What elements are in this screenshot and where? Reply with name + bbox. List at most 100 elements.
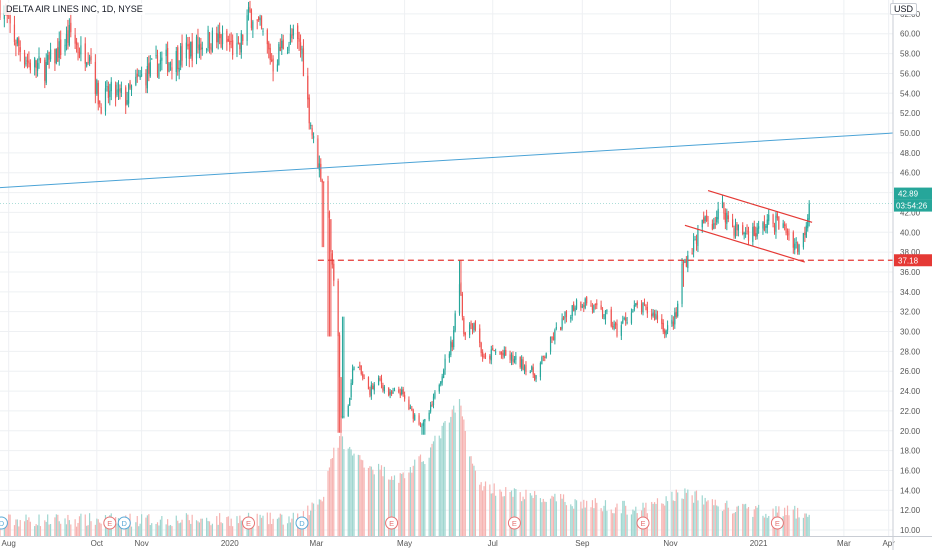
volume-bar xyxy=(100,523,102,536)
volume-bar xyxy=(148,514,150,536)
symbol-title[interactable]: DELTA AIR LINES INC, 1D, NYSE xyxy=(6,4,143,14)
candle-body xyxy=(747,230,750,241)
candle-body xyxy=(484,355,487,357)
candle-body xyxy=(773,225,776,232)
candle-body xyxy=(288,44,290,51)
volume-bar xyxy=(652,503,654,536)
candle-body xyxy=(250,9,253,28)
candle-body xyxy=(500,352,503,355)
candle-body xyxy=(393,390,396,392)
volume-bar xyxy=(330,459,332,536)
candle-body xyxy=(692,239,695,252)
channel-lower-line[interactable] xyxy=(684,224,806,263)
trendline[interactable] xyxy=(0,132,894,189)
volume-bar xyxy=(671,491,673,536)
volume-bar xyxy=(798,517,800,536)
earnings-marker[interactable] xyxy=(770,516,784,530)
volume-bar xyxy=(367,467,370,536)
volume-bar xyxy=(268,524,270,536)
price-labels: 42.89 03:54:26 37.18 xyxy=(894,187,932,267)
volume-bar xyxy=(210,525,212,536)
y-tick-label: 48.00 xyxy=(900,149,921,158)
x-tick-label: Mar xyxy=(310,539,324,548)
volume-bar xyxy=(167,519,169,536)
candle-body xyxy=(323,181,325,183)
volume-bar xyxy=(292,512,294,536)
y-tick-label: 30.00 xyxy=(900,328,921,337)
volume-bar xyxy=(221,523,224,536)
candle-body xyxy=(653,313,656,320)
earnings-marker-label: E xyxy=(512,519,517,528)
candle-body xyxy=(746,230,748,232)
dividend-marker[interactable] xyxy=(295,516,309,530)
volume-bar xyxy=(242,520,244,536)
volume-bar xyxy=(805,513,807,536)
candle-body xyxy=(269,47,271,61)
volume-bar xyxy=(70,524,72,536)
dividend-marker[interactable] xyxy=(0,516,8,530)
candle-body xyxy=(544,356,546,358)
candle-body xyxy=(100,107,102,114)
volume-bar xyxy=(9,514,11,536)
earnings-marker[interactable] xyxy=(507,516,521,530)
volume-bar xyxy=(408,472,410,536)
candle-body xyxy=(549,336,552,352)
candle-body xyxy=(54,49,56,64)
volume-bar xyxy=(707,500,709,536)
candle-body xyxy=(763,221,765,231)
volume-bar xyxy=(768,515,770,536)
dividend-marker[interactable] xyxy=(117,516,131,530)
candle-body xyxy=(330,219,332,252)
channel-upper-line[interactable] xyxy=(707,190,813,223)
earnings-marker[interactable] xyxy=(385,516,399,530)
candle-body xyxy=(311,128,313,136)
volume-bar xyxy=(431,443,433,536)
candle-body xyxy=(48,51,50,60)
volume-bar xyxy=(581,508,583,536)
candle-body xyxy=(141,74,143,76)
volume-bar xyxy=(555,501,557,536)
candle-body xyxy=(451,342,453,348)
volume-bar xyxy=(262,515,264,536)
y-tick-label: 34.00 xyxy=(900,288,921,297)
volume-bar xyxy=(171,526,173,536)
candle-body xyxy=(185,42,188,59)
volume-bar xyxy=(604,500,607,536)
earnings-marker[interactable] xyxy=(242,516,256,530)
volume-bar xyxy=(717,506,719,536)
volume-bar xyxy=(236,516,238,536)
volume-bar xyxy=(681,498,683,536)
candle-body xyxy=(292,28,294,36)
drawings xyxy=(0,132,894,263)
candle-body xyxy=(552,337,555,341)
candle-body xyxy=(206,49,208,51)
last-price-tag xyxy=(894,187,932,200)
candle-body xyxy=(77,44,79,54)
volume-bar xyxy=(782,516,784,536)
earnings-marker[interactable] xyxy=(636,516,650,530)
candle-body xyxy=(805,225,807,238)
volume-bar xyxy=(788,515,790,536)
candle-body xyxy=(419,425,422,427)
volume-bar xyxy=(333,447,335,536)
volume-bar xyxy=(616,503,618,536)
candle-body xyxy=(714,223,716,225)
y-tick-label: 14.00 xyxy=(900,486,921,495)
volume-bar xyxy=(226,517,228,536)
candle-body xyxy=(252,21,254,30)
candle-body xyxy=(743,233,745,235)
candle-body xyxy=(125,87,127,106)
volume-bar xyxy=(23,521,26,536)
volume-bar xyxy=(422,461,424,536)
volume-bar xyxy=(399,473,401,536)
earnings-marker-label: E xyxy=(107,519,112,528)
candle-body xyxy=(136,73,138,78)
candle-body xyxy=(68,24,70,46)
volume-bar xyxy=(383,466,385,536)
earnings-marker[interactable] xyxy=(103,516,117,530)
y-tick-label: 36.00 xyxy=(900,268,921,277)
candle-body xyxy=(29,62,31,71)
volume-bar xyxy=(337,447,339,536)
